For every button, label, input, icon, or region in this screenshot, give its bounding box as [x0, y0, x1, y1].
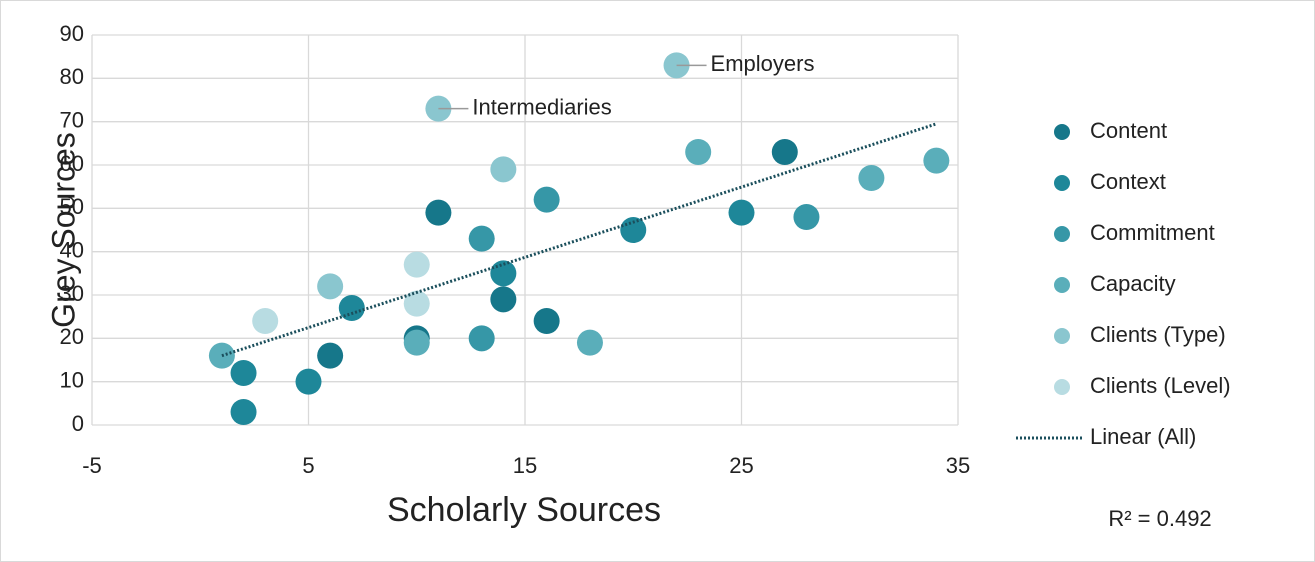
data-point [338, 295, 365, 321]
data-point [252, 308, 279, 334]
y-tick-label: 40 [60, 237, 84, 262]
y-tick-label: 0 [72, 411, 84, 436]
data-point [576, 329, 603, 356]
data-point [403, 251, 430, 278]
x-tick-label: 5 [302, 453, 314, 478]
data-point [533, 308, 560, 334]
legend-label: Clients (Level) [1090, 373, 1231, 398]
data-point [425, 199, 452, 226]
data-point [490, 260, 517, 287]
y-tick-label: 90 [60, 21, 84, 46]
x-tick-label: -5 [82, 453, 102, 478]
data-point [295, 368, 322, 395]
legend-marker [1054, 124, 1070, 140]
legend-marker [1054, 328, 1070, 344]
y-tick-label: 20 [60, 324, 84, 349]
data-point [468, 225, 495, 252]
annotation-label: Employers [711, 51, 815, 76]
data-point [923, 147, 950, 174]
y-tick-label: 50 [60, 194, 84, 219]
legend-marker [1054, 226, 1070, 242]
trendline [221, 122, 937, 358]
data-point [490, 156, 517, 183]
data-point [403, 290, 430, 317]
y-tick-label: 60 [60, 151, 84, 176]
data-point [403, 329, 430, 356]
legend-label: Commitment [1090, 220, 1215, 245]
x-tick-label: 15 [513, 453, 537, 478]
legend-marker [1054, 277, 1070, 293]
x-tick-label: 25 [729, 453, 753, 478]
data-point [468, 325, 495, 352]
data-point [685, 139, 712, 165]
y-tick-label: 10 [60, 367, 84, 392]
legend-marker [1054, 175, 1070, 191]
data-point [728, 199, 755, 226]
annotation-label: Intermediaries [472, 94, 611, 119]
y-axis-title: Grey Sources [45, 132, 81, 328]
data-point [858, 165, 885, 191]
legend-label: Linear (All) [1090, 424, 1196, 449]
y-tick-label: 70 [60, 107, 84, 132]
data-point [533, 186, 560, 213]
legend-label: Capacity [1090, 271, 1176, 296]
data-point [317, 273, 344, 300]
legend-label: Content [1090, 118, 1167, 143]
legend-marker [1054, 379, 1070, 395]
data-point [230, 399, 257, 425]
legend-label: Context [1090, 169, 1166, 194]
x-tick-label: 35 [946, 453, 970, 478]
data-point [317, 342, 344, 369]
data-point [793, 204, 820, 230]
legend-label: Clients (Type) [1090, 322, 1226, 347]
y-tick-label: 80 [60, 64, 84, 89]
data-point [490, 286, 517, 313]
y-tick-label: 30 [60, 281, 84, 306]
r-squared: R² = 0.492 [1108, 506, 1211, 531]
x-axis-title: Scholarly Sources [387, 491, 661, 529]
data-point [771, 139, 798, 165]
data-point [230, 360, 257, 386]
